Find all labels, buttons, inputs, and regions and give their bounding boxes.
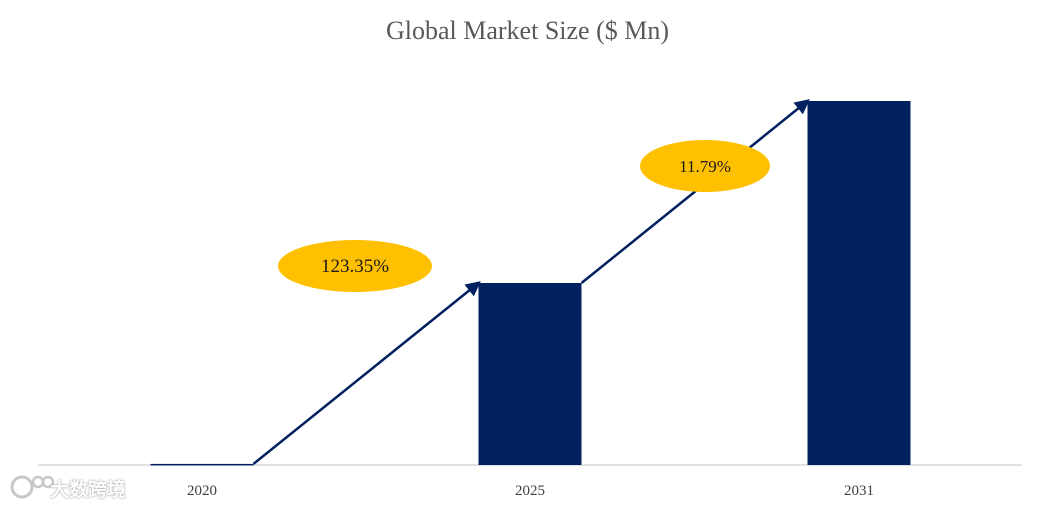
growth-label-2025-2031: 11.79% <box>679 157 731 176</box>
chart-title: Global Market Size ($ Mn) <box>385 16 670 45</box>
x-tick-label-2031: 2031 <box>844 483 874 499</box>
growth-badge-2025-2031 <box>640 140 770 192</box>
growth-label-2020-2025: 123.35% <box>321 256 389 277</box>
x-tick-label-2025: 2025 <box>515 483 545 499</box>
watermark-logo <box>10 475 55 499</box>
x-tick-label-2020: 2020 <box>187 483 217 499</box>
growth-badge-2020-2025 <box>278 240 432 292</box>
growth-arrow-2020-2025 <box>252 281 481 465</box>
bar-2031 <box>807 101 911 465</box>
growth-arrow-2025-2031 <box>580 99 810 284</box>
watermark-text: 大数跨境 <box>50 479 127 501</box>
bar-2025 <box>478 283 582 465</box>
bar-2020 <box>150 463 254 466</box>
